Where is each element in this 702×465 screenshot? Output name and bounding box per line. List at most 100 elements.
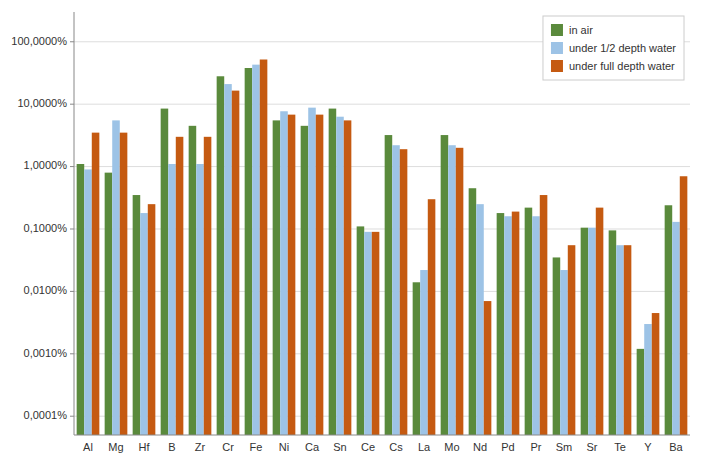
x-tick-label: Cs [389,441,403,453]
x-tick-label: Cr [222,441,234,453]
x-tick-label: Y [644,441,652,453]
bar [189,126,197,435]
x-axis-line [74,435,690,436]
x-tick-label: Ba [669,441,683,453]
x-tick-label: Al [83,441,93,453]
bar [336,117,344,435]
bar [288,115,296,435]
bar [469,188,477,435]
bar [596,208,604,435]
x-tick-label: La [418,441,431,453]
bar [133,195,141,435]
legend-label: in air [569,24,593,36]
bar [540,195,548,435]
bar [392,145,400,435]
bar [525,208,533,435]
bar [504,216,512,435]
bar [476,204,484,435]
y-tick [70,291,74,292]
bar [553,257,561,435]
bar [148,204,156,435]
y-tick-label: 0,0001% [24,409,68,421]
bar [400,149,408,435]
x-tick-label: Mo [444,441,459,453]
y-tick [70,416,74,417]
bar [637,349,645,435]
bar [484,301,492,435]
legend-swatch [551,42,563,54]
x-tick-label: Mg [108,441,123,453]
bar [84,169,92,435]
chart: 0,0001%0,0010%0,0100%0,1000%1,0000%10,00… [0,0,702,465]
bar [112,120,120,435]
bar [357,226,365,435]
bar [665,205,673,435]
x-tick-label: Ni [279,441,289,453]
x-tick-label: B [168,441,175,453]
bar [329,109,337,435]
y-tick [70,41,74,42]
x-tick-label: Ca [305,441,320,453]
x-tick-label: Hf [139,441,151,453]
bar [176,137,184,435]
y-tick-label: 100,0000% [11,35,67,47]
bar [140,213,148,435]
bar [581,228,589,435]
y-tick-label: 1,0000% [24,159,68,171]
bar [568,245,576,435]
bar [560,270,568,435]
bar [92,133,100,435]
bar [273,120,281,435]
bar [456,148,464,435]
bar [680,176,688,435]
bar [344,120,352,435]
bar [644,324,652,435]
bar [588,228,596,435]
x-tick-label: Pr [531,441,542,453]
bar [204,137,212,435]
bar [624,245,632,435]
bar [441,135,449,435]
x-tick-label: Zr [195,441,206,453]
bar [385,135,393,435]
x-tick-label: Pd [501,441,514,453]
bar [372,232,380,435]
bar [224,84,232,435]
y-tick [70,353,74,354]
bar [652,313,660,435]
y-tick-label: 0,1000% [24,222,68,234]
bar [616,245,624,435]
bar [497,213,505,435]
bar [428,199,436,435]
bar [260,59,268,435]
legend: in airunder 1/2 depth waterunder full de… [543,16,684,80]
bar [420,270,428,435]
legend-swatch [551,24,563,36]
bar [364,232,372,435]
bar [316,115,324,435]
bar [120,133,128,435]
x-tick-label: Sr [587,441,598,453]
bars [77,59,688,435]
y-tick [70,166,74,167]
y-tick [70,104,74,105]
x-tick-label: Sm [556,441,573,453]
x-tick-label: Fe [250,441,263,453]
y-tick [70,228,74,229]
x-tick-label: Sn [333,441,346,453]
bar [168,164,176,435]
axes [74,12,690,435]
bar [196,164,204,435]
bar [232,91,240,435]
x-tick-label: Ce [361,441,375,453]
legend-swatch [551,60,563,72]
bar [512,212,520,435]
bar [532,216,540,435]
bar [308,108,316,435]
bar [413,282,421,435]
bar [245,68,253,435]
legend-box [543,16,684,80]
x-axis-ticks: AlMgHfBZrCrFeNiCaSnCeCsLaMoNdPdPrSmSrTeY… [83,441,683,453]
bar [217,76,225,435]
bar [301,126,309,435]
